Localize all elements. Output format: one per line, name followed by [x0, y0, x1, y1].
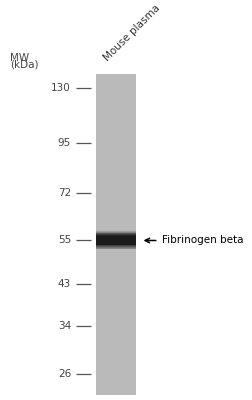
- Text: Mouse plasma: Mouse plasma: [102, 3, 162, 63]
- Text: MW: MW: [10, 53, 29, 63]
- Text: 72: 72: [57, 188, 71, 198]
- Text: 43: 43: [57, 279, 71, 289]
- Text: (kDa): (kDa): [10, 60, 39, 70]
- Text: 34: 34: [57, 321, 71, 331]
- Text: 130: 130: [51, 83, 71, 93]
- Text: 95: 95: [57, 138, 71, 148]
- Text: 26: 26: [57, 369, 71, 379]
- Text: 55: 55: [57, 236, 71, 246]
- Text: Fibrinogen beta: Fibrinogen beta: [161, 236, 242, 246]
